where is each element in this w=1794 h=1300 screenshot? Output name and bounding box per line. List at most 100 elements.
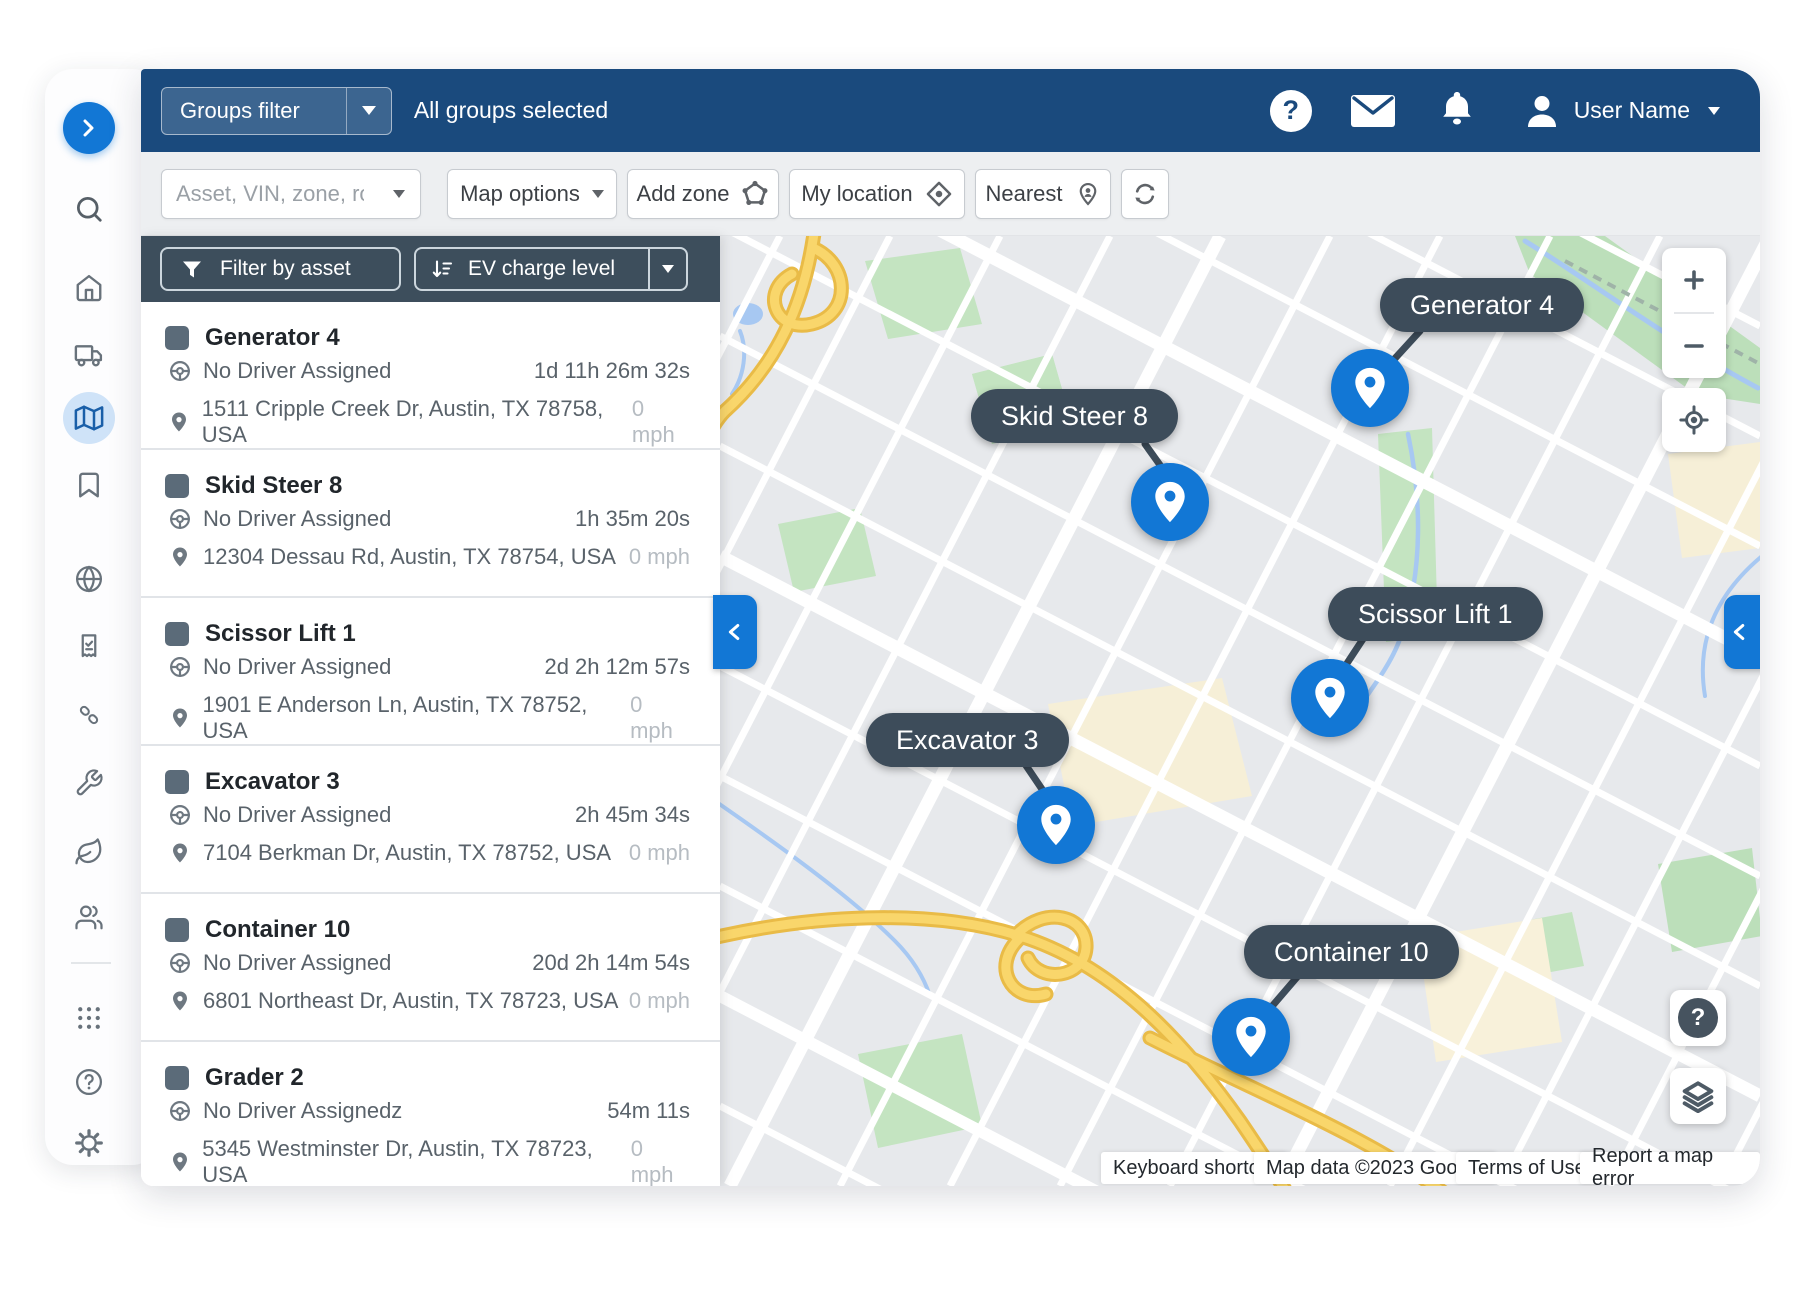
- asset-list-item[interactable]: Excavator 3 No Driver Assigned 2h 45m 34s…: [141, 746, 720, 894]
- app-window: Groups filter All groups selected ? User…: [141, 69, 1760, 1186]
- asset-list-item[interactable]: Grader 2 No Driver Assignedz 54m 11s 5345…: [141, 1042, 720, 1186]
- add-zone-button[interactable]: Add zone: [627, 168, 779, 219]
- asset-panel-header: Filter by asset EV charge level: [141, 236, 720, 302]
- asset-address: 6801 Northeast Dr, Austin, TX 78723, USA: [203, 988, 619, 1013]
- asset-list-item[interactable]: Container 10 No Driver Assigned 20d 2h 14…: [141, 894, 720, 1042]
- asset-duration: 54m 11s: [607, 1098, 690, 1123]
- asset-duration: 1d 11h 26m 32s: [533, 358, 690, 383]
- asset-list-item[interactable]: Skid Steer 8 No Driver Assigned 1h 35m 20…: [141, 450, 720, 598]
- ev-charge-sort-button[interactable]: EV charge level: [414, 247, 688, 291]
- map-label-chip[interactable]: Generator 4: [1380, 278, 1585, 332]
- search-combo: [161, 168, 421, 219]
- users-icon: [75, 905, 103, 930]
- zoom-in-button[interactable]: [1662, 248, 1726, 312]
- asset-duration: 2h 45m 34s: [575, 802, 690, 827]
- asset-list-item[interactable]: Scissor Lift 1 No Driver Assigned 2d 2h 1…: [141, 598, 720, 746]
- chevron-right-icon: [83, 119, 94, 137]
- pin-icon: [1355, 367, 1385, 409]
- map-marker[interactable]: [1291, 659, 1369, 737]
- asset-driver: No Driver Assigned: [203, 358, 392, 383]
- steering-wheel-icon: [167, 1098, 193, 1124]
- asset-address: 12304 Dessau Rd, Austin, TX 78754, USA: [203, 544, 616, 569]
- groups-filter-button[interactable]: Groups filter: [161, 86, 392, 135]
- sidebar-expand-button[interactable]: [63, 102, 115, 154]
- map-marker[interactable]: [1331, 349, 1409, 427]
- asset-name: Grader 2: [205, 1064, 304, 1091]
- header-notifications-button[interactable]: [1438, 90, 1476, 132]
- map-marker[interactable]: [1212, 998, 1290, 1076]
- search-type-caret[interactable]: [378, 170, 420, 218]
- location-pin-icon: [167, 410, 192, 434]
- zoom-controls: [1662, 248, 1726, 378]
- sidebar-item-integrations[interactable]: [63, 689, 115, 741]
- asset-address: 7104 Berkman Dr, Austin, TX 78752, USA: [203, 840, 612, 865]
- map-layers-button[interactable]: [1670, 1068, 1726, 1124]
- sidebar-item-geozones[interactable]: [63, 553, 115, 605]
- steering-wheel-icon: [167, 506, 193, 532]
- sidebar-item-drivers[interactable]: [63, 891, 115, 943]
- ev-charge-sort-caret[interactable]: [648, 249, 686, 289]
- sidebar-item-eco[interactable]: [63, 826, 115, 878]
- crosshair-icon: [1679, 405, 1709, 435]
- asset-checkbox[interactable]: [165, 622, 189, 646]
- sidebar-item-map[interactable]: [63, 392, 115, 444]
- asset-checkbox[interactable]: [165, 770, 189, 794]
- help-icon: [76, 1069, 102, 1095]
- map-options-button[interactable]: Map options: [447, 168, 617, 219]
- map-options-label: Map options: [460, 180, 580, 206]
- asset-checkbox[interactable]: [165, 326, 189, 350]
- locate-me-button[interactable]: [1662, 388, 1726, 452]
- sort-icon: [432, 260, 453, 278]
- asset-list-item[interactable]: Generator 4 No Driver Assigned 1d 11h 26m…: [141, 302, 720, 450]
- collapse-panel-button[interactable]: [713, 595, 757, 669]
- filter-by-asset-button[interactable]: Filter by asset: [160, 247, 401, 291]
- asset-checkbox[interactable]: [165, 474, 189, 498]
- nearest-button[interactable]: Nearest: [975, 168, 1111, 219]
- map-marker[interactable]: [1131, 463, 1209, 541]
- sidebar-item-fleet[interactable]: [63, 329, 115, 381]
- header-messages-button[interactable]: [1350, 94, 1396, 128]
- map-marker[interactable]: [1017, 786, 1095, 864]
- truck-icon: [74, 345, 103, 367]
- report-map-error-link[interactable]: Report a map error: [1580, 1145, 1760, 1186]
- sidebar-item-maintenance[interactable]: [63, 757, 115, 809]
- refresh-button[interactable]: [1121, 168, 1169, 219]
- groups-filter-caret[interactable]: [345, 87, 391, 134]
- map-label-chip[interactable]: Container 10: [1244, 925, 1459, 979]
- header-help-button[interactable]: ?: [1269, 89, 1312, 132]
- map-label-chip[interactable]: Scissor Lift 1: [1328, 587, 1543, 641]
- asset-driver: No Driver Assigned: [203, 802, 392, 827]
- map-label-chip[interactable]: Excavator 3: [866, 713, 1069, 767]
- location-pin-icon: [167, 989, 193, 1013]
- sidebar-item-settings[interactable]: [63, 1117, 115, 1169]
- icon-sidebar: [45, 69, 160, 1165]
- ev-charge-sort-main: EV charge level: [416, 249, 648, 289]
- asset-checkbox[interactable]: [165, 1066, 189, 1090]
- sidebar-item-bookmarks[interactable]: [63, 459, 115, 511]
- map-toolbar: Map options Add zone My location Nearest: [141, 152, 1760, 236]
- zoom-out-button[interactable]: [1662, 314, 1726, 378]
- avatar-icon: [1527, 95, 1556, 127]
- steering-wheel-icon: [167, 950, 193, 976]
- sidebar-item-apps[interactable]: [63, 992, 115, 1044]
- search-input[interactable]: [162, 169, 378, 218]
- asset-driver: No Driver Assigned: [203, 506, 392, 531]
- expand-right-panel-button[interactable]: [1724, 595, 1760, 669]
- terms-of-use-link[interactable]: Terms of Use: [1456, 1152, 1598, 1184]
- map-help-button[interactable]: ?: [1670, 990, 1726, 1046]
- steering-wheel-icon: [167, 802, 193, 828]
- sidebar-item-search[interactable]: [63, 183, 115, 235]
- chevron-left-icon: [1733, 624, 1745, 640]
- sidebar-item-help[interactable]: [63, 1056, 115, 1108]
- map-label-chip[interactable]: Skid Steer 8: [971, 389, 1179, 443]
- user-menu[interactable]: User Name: [1522, 91, 1720, 131]
- my-location-button[interactable]: My location: [789, 168, 965, 219]
- search-icon: [77, 197, 102, 222]
- asset-checkbox[interactable]: [165, 918, 189, 942]
- asset-name: Generator 4: [205, 324, 340, 351]
- sidebar-item-reports[interactable]: [63, 620, 115, 672]
- sidebar-item-home[interactable]: [63, 262, 115, 314]
- map-canvas[interactable]: Generator 4 Skid Steer 8 Scissor Lift 1 …: [713, 236, 1760, 1186]
- pin-icon: [1315, 677, 1345, 719]
- leaf-icon: [75, 838, 102, 865]
